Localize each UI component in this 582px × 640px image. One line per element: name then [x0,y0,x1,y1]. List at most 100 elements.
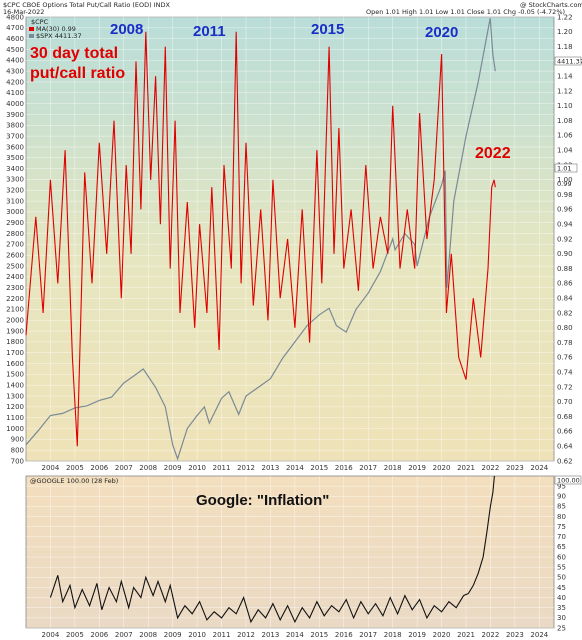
annotation-ratio-line1: 30 day total [30,45,118,62]
top-left-tick-label: 1900 [6,327,24,335]
top-right-tick-label: 1.00 [557,176,573,184]
annotation-2020: 2020 [425,24,458,41]
top-left-tick-label: 3000 [6,208,24,216]
bottom-x-tick-label: 2007 [115,631,133,639]
top-x-tick-label: 2011 [213,464,231,472]
top-left-tick-label: 2100 [6,306,24,314]
top-left-tick-label: 900 [11,436,24,444]
top-right-tick-label: 0.70 [557,398,573,406]
top-x-axis: 2004 2005 2006 2007 2008 2009 2010 2011 2012 2013… [42,464,549,472]
top-right-tick-label: 0.88 [557,265,573,273]
top-right-tick-label: 1.18 [557,43,573,51]
top-x-tick-label: 2004 [42,464,60,472]
top-x-tick-label: 2019 [408,464,426,472]
bottom-x-tick-label: 2022 [482,631,500,639]
bottom-right-axis: 25 30 35 40 45 50 55 60 65 70 75 80 85 90 95 [557,482,566,632]
top-x-tick-label: 2016 [335,464,353,472]
bottom-right-tick-label: 65 [557,543,566,551]
bottom-x-tick-label: 2015 [310,631,328,639]
top-x-tick-label: 2012 [237,464,255,472]
bottom-x-tick-label: 2021 [457,631,475,639]
ohlc-readout: Open 1.01 High 1.01 Low 1.01 Close 1.01 … [366,8,565,16]
bottom-right-tick-label: 55 [557,564,566,572]
top-right-tick-label: 1.14 [557,73,573,81]
top-x-tick-label: 2018 [384,464,402,472]
bottom-right-tick-label: 90 [557,493,566,501]
top-left-tick-label: 3300 [6,176,24,184]
top-right-tick-label: 0.86 [557,280,573,288]
top-left-tick-label: 4200 [6,78,24,86]
top-left-tick-label: 4600 [6,35,24,43]
legend-spx: $SPX 4411.37 [36,32,82,40]
bottom-x-tick-label: 2020 [433,631,451,639]
top-x-tick-label: 2010 [188,464,206,472]
top-right-tick-label: 1.20 [557,28,573,36]
annotation-2011: 2011 [193,23,226,40]
top-left-tick-label: 4300 [6,67,24,75]
top-right-tick-label: 1.06 [557,132,573,140]
bottom-right-tick-label: 40 [557,594,566,602]
bottom-right-tick-label: 35 [557,604,566,612]
bottom-right-tick-label: 75 [557,523,566,531]
top-x-tick-label: 2017 [359,464,377,472]
top-right-tick-label: 1.04 [557,147,573,155]
top-left-tick-label: 3800 [6,122,24,130]
top-left-axis: 700 800 900 1000 1100 1200 1300 1400 1500 1600 170… [6,13,24,465]
top-left-tick-label: 700 [11,457,24,465]
legend-ma: MA(30) 0.99 [36,25,76,33]
chart-title: $CPC CBOE Options Total Put/Call Ratio (… [3,1,171,9]
top-left-tick-label: 4100 [6,89,24,97]
top-left-tick-label: 2700 [6,241,24,249]
chart-date: 16-Mar-2022 [3,8,44,16]
spx-series-line [25,17,496,461]
top-right-tick-label: 0.62 [557,457,573,465]
cpc-badge: 1.01 [557,165,571,173]
top-right-tick-label: 0.74 [557,369,573,377]
top-left-tick-label: 2200 [6,295,24,303]
top-left-tick-label: 1000 [6,425,24,433]
top-left-tick-label: 4700 [6,24,24,32]
top-left-tick-label: 1700 [6,349,24,357]
top-right-tick-label: 0.96 [557,206,573,214]
top-left-tick-label: 3400 [6,165,24,173]
top-right-tick-label: 0.78 [557,339,573,347]
top-x-tick-label: 2024 [530,464,548,472]
bottom-right-tick-label: 45 [557,584,566,592]
top-right-tick-label: 0.98 [557,191,573,199]
bottom-x-tick-label: 2016 [335,631,353,639]
bottom-x-tick-label: 2019 [408,631,426,639]
top-left-tick-label: 1600 [6,360,24,368]
bottom-x-tick-label: 2008 [139,631,157,639]
top-x-tick-label: 2021 [457,464,475,472]
top-x-tick-label: 2008 [139,464,157,472]
top-left-tick-label: 4800 [6,13,24,21]
top-right-tick-label: 1.08 [557,117,573,125]
top-x-tick-label: 2013 [262,464,280,472]
bottom-right-tick-label: 60 [557,553,566,561]
google-series-line [49,475,495,624]
ratio-series-line [25,31,496,447]
top-left-tick-label: 1300 [6,392,24,400]
bottom-x-tick-label: 2014 [286,631,304,639]
top-x-tick-label: 2023 [506,464,524,472]
top-left-tick-label: 2500 [6,262,24,270]
bottom-right-tick-label: 70 [557,533,566,541]
top-right-tick-label: 0.80 [557,324,573,332]
annotation-2015: 2015 [311,21,344,38]
google-badge-box [554,475,582,485]
spx-badge-box [554,56,582,66]
top-right-tick-label: 0.94 [557,221,573,229]
top-left-tick-label: 3900 [6,111,24,119]
stockcharts-credit: @ StockCharts.com [520,1,582,9]
top-left-tick-label: 2800 [6,230,24,238]
top-right-tick-label: 0.68 [557,413,573,421]
top-left-tick-label: 1500 [6,371,24,379]
top-left-tick-label: 3700 [6,132,24,140]
top-left-tick-label: 2000 [6,317,24,325]
bottom-right-tick-label: 50 [557,574,566,582]
top-left-tick-label: 2400 [6,273,24,281]
top-x-tick-label: 2014 [286,464,304,472]
top-left-tick-label: 4400 [6,57,24,65]
top-right-axis: 0.62 0.64 0.66 0.68 0.70 0.72 0.74 0.76 0.78 0.80… [557,13,573,465]
